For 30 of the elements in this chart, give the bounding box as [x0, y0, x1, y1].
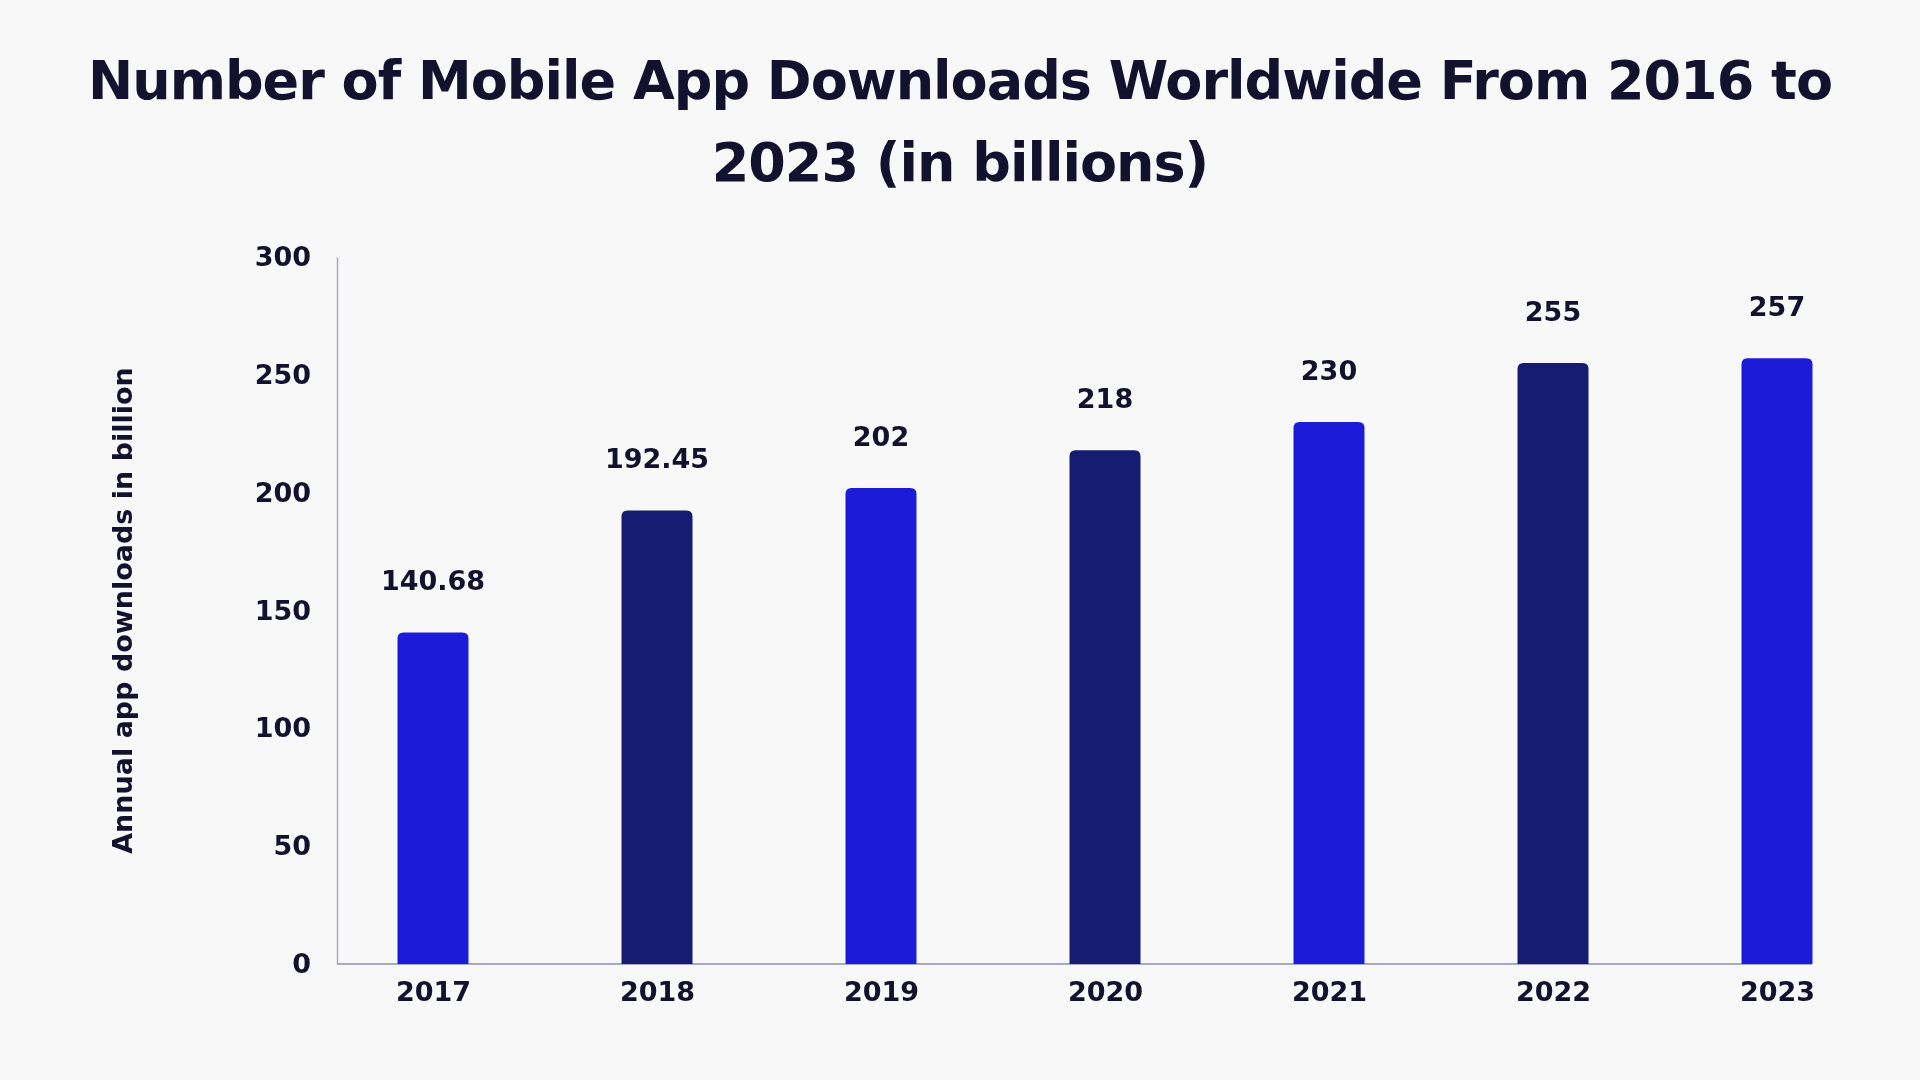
bar	[621, 510, 693, 964]
y-tick-label: 0	[292, 948, 311, 980]
bar	[845, 487, 917, 964]
data-label: 257	[1748, 291, 1806, 323]
x-tick-label: 2022	[1515, 976, 1592, 1008]
bar	[1517, 363, 1589, 964]
y-axis-title: Annual app downloads in billion	[107, 367, 138, 854]
x-tick-label: 2017	[395, 976, 472, 1008]
bar	[1069, 450, 1141, 964]
x-tick-label: 2023	[1739, 976, 1816, 1008]
x-tick-label: 2019	[843, 976, 920, 1008]
x-tick-label: 2021	[1291, 976, 1368, 1008]
data-label: 255	[1524, 296, 1582, 328]
bar	[397, 632, 469, 964]
data-label: 218	[1076, 383, 1134, 415]
y-tick-label: 150	[254, 594, 311, 626]
y-tick-label: 300	[254, 241, 311, 273]
bar	[1293, 421, 1365, 964]
y-tick-label: 200	[254, 476, 311, 508]
bar	[1741, 358, 1813, 964]
x-tick-label: 2018	[619, 976, 696, 1008]
data-label: 230	[1300, 354, 1358, 386]
data-label: 192.45	[604, 443, 710, 475]
chart-title: Number of Mobile App Downloads Worldwide From 2016 to 2023 (in billions)	[87, 48, 1833, 196]
data-label: 202	[852, 420, 910, 452]
y-tick-label: 250	[254, 358, 311, 390]
y-tick-label: 100	[254, 712, 311, 744]
data-label: 140.68	[380, 565, 486, 597]
y-tick-label: 50	[273, 830, 311, 862]
x-tick-label: 2020	[1067, 976, 1144, 1008]
